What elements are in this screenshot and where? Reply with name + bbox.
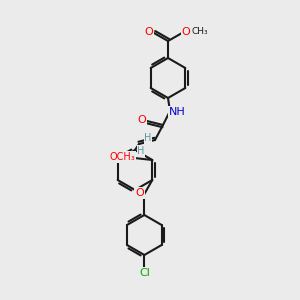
Text: O: O [138,115,146,125]
Text: CH₃: CH₃ [192,28,208,37]
Text: H: H [137,146,145,156]
Text: OCH₃: OCH₃ [110,152,135,162]
Text: Cl: Cl [139,268,150,278]
Text: O: O [182,27,190,37]
Text: O: O [145,27,153,37]
Text: H: H [144,133,152,143]
Text: NH: NH [169,107,185,117]
Text: O: O [135,188,144,198]
